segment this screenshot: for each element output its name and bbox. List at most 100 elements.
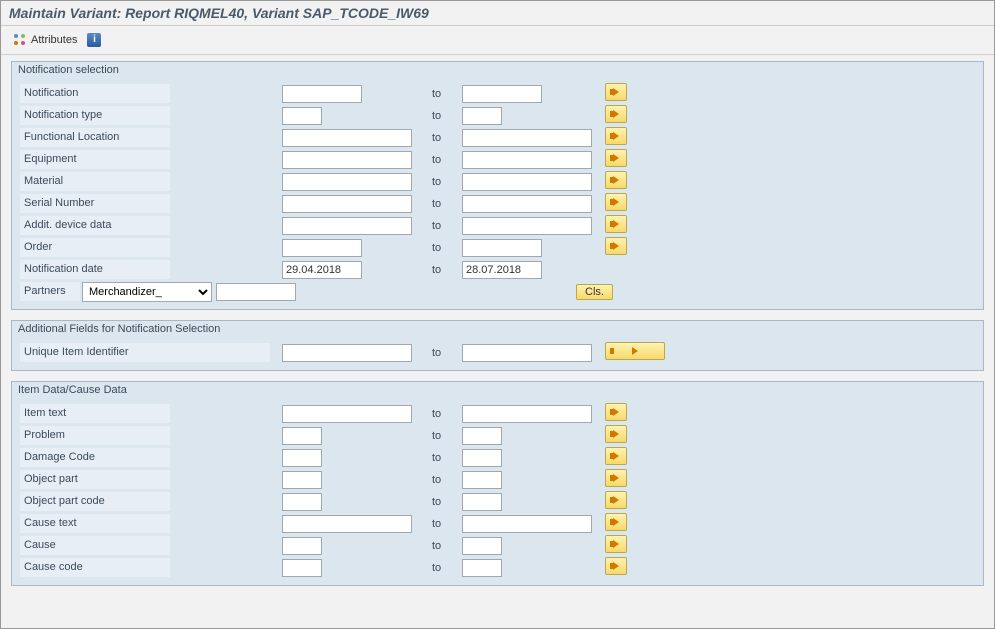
func-loc-from-input[interactable] [282, 129, 412, 147]
notif-type-to-input[interactable] [462, 107, 502, 125]
device-from-input[interactable] [282, 217, 412, 235]
to-label: to [432, 430, 462, 442]
multiple-selection-icon[interactable] [605, 403, 627, 421]
to-label: to [432, 176, 462, 188]
row-notification: Notification to [20, 83, 975, 104]
damage-from-input[interactable] [282, 449, 322, 467]
label-material: Material [20, 172, 170, 191]
notification-from-input[interactable] [282, 85, 362, 103]
to-label: to [432, 264, 462, 276]
row-obj-code: Object part code to [20, 491, 975, 512]
multiple-selection-icon[interactable] [605, 513, 627, 531]
to-label: to [432, 540, 462, 552]
multiple-selection-icon[interactable] [605, 237, 627, 255]
group-item-cause-data: Item Data/Cause Data Item text to Proble… [11, 381, 984, 586]
multiple-selection-icon[interactable] [605, 557, 627, 575]
serial-from-input[interactable] [282, 195, 412, 213]
damage-to-input[interactable] [462, 449, 502, 467]
page-title: Maintain Variant: Report RIQMEL40, Varia… [1, 1, 994, 26]
device-to-input[interactable] [462, 217, 592, 235]
multiple-selection-icon[interactable] [605, 83, 627, 101]
attributes-button[interactable]: Attributes [9, 32, 81, 48]
notif-date-to-input[interactable] [462, 261, 542, 279]
to-label: to [432, 474, 462, 486]
material-to-input[interactable] [462, 173, 592, 191]
row-order: Order to [20, 237, 975, 258]
group-title: Additional Fields for Notification Selec… [12, 321, 983, 337]
to-label: to [432, 132, 462, 144]
obj-code-to-input[interactable] [462, 493, 502, 511]
attributes-label: Attributes [31, 34, 77, 46]
multiple-selection-icon[interactable] [605, 447, 627, 465]
row-device: Addit. device data to [20, 215, 975, 236]
cause-code-from-input[interactable] [282, 559, 322, 577]
to-label: to [432, 496, 462, 508]
obj-code-from-input[interactable] [282, 493, 322, 511]
to-label: to [432, 452, 462, 464]
cause-text-from-input[interactable] [282, 515, 412, 533]
problem-from-input[interactable] [282, 427, 322, 445]
notif-type-from-input[interactable] [282, 107, 322, 125]
to-label: to [432, 198, 462, 210]
multiple-selection-icon[interactable] [605, 193, 627, 211]
to-label: to [432, 88, 462, 100]
label-partners: Partners [20, 282, 80, 301]
obj-part-from-input[interactable] [282, 471, 322, 489]
label-serial: Serial Number [20, 194, 170, 213]
info-icon[interactable]: i [87, 33, 101, 47]
multiple-selection-icon[interactable] [605, 342, 665, 360]
group-notification-selection: Notification selection Notification to N… [11, 61, 984, 310]
to-label: to [432, 220, 462, 232]
to-label: to [432, 347, 462, 359]
multiple-selection-icon[interactable] [605, 127, 627, 145]
item-text-to-input[interactable] [462, 405, 592, 423]
equipment-from-input[interactable] [282, 151, 412, 169]
multiple-selection-icon[interactable] [605, 171, 627, 189]
to-label: to [432, 562, 462, 574]
serial-to-input[interactable] [462, 195, 592, 213]
notification-to-input[interactable] [462, 85, 542, 103]
order-to-input[interactable] [462, 239, 542, 257]
row-cause: Cause to [20, 535, 975, 556]
notif-date-from-input[interactable] [282, 261, 362, 279]
to-label: to [432, 242, 462, 254]
label-notification: Notification [20, 84, 170, 103]
row-material: Material to [20, 171, 975, 192]
uii-from-input[interactable] [282, 344, 412, 362]
group-additional-fields: Additional Fields for Notification Selec… [11, 320, 984, 371]
multiple-selection-icon[interactable] [605, 535, 627, 553]
multiple-selection-icon[interactable] [605, 491, 627, 509]
label-uii: Unique Item Identifier [20, 343, 270, 362]
label-notif-type: Notification type [20, 106, 170, 125]
content-area: Notification selection Notification to N… [1, 55, 994, 602]
label-device: Addit. device data [20, 216, 170, 235]
row-item-text: Item text to [20, 403, 975, 424]
to-label: to [432, 408, 462, 420]
multiple-selection-icon[interactable] [605, 469, 627, 487]
multiple-selection-icon[interactable] [605, 425, 627, 443]
cls-button[interactable]: Cls. [576, 284, 613, 300]
main-window: Maintain Variant: Report RIQMEL40, Varia… [0, 0, 995, 629]
label-obj-code: Object part code [20, 492, 170, 511]
multiple-selection-icon[interactable] [605, 215, 627, 233]
cause-text-to-input[interactable] [462, 515, 592, 533]
equipment-to-input[interactable] [462, 151, 592, 169]
cause-to-input[interactable] [462, 537, 502, 555]
row-equipment: Equipment to [20, 149, 975, 170]
obj-part-to-input[interactable] [462, 471, 502, 489]
cause-from-input[interactable] [282, 537, 322, 555]
row-notif-type: Notification type to [20, 105, 975, 126]
order-from-input[interactable] [282, 239, 362, 257]
partners-select[interactable]: Merchandizer_ [82, 282, 212, 302]
material-from-input[interactable] [282, 173, 412, 191]
label-item-text: Item text [20, 404, 170, 423]
multiple-selection-icon[interactable] [605, 149, 627, 167]
label-cause-text: Cause text [20, 514, 170, 533]
cause-code-to-input[interactable] [462, 559, 502, 577]
func-loc-to-input[interactable] [462, 129, 592, 147]
uii-to-input[interactable] [462, 344, 592, 362]
problem-to-input[interactable] [462, 427, 502, 445]
item-text-from-input[interactable] [282, 405, 412, 423]
partners-value-input[interactable] [216, 283, 296, 301]
multiple-selection-icon[interactable] [605, 105, 627, 123]
